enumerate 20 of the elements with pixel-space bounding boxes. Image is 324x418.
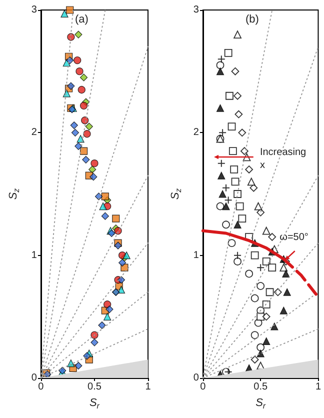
annotation: (a) [75, 14, 88, 26]
x-tick-label: 0 [38, 382, 44, 392]
y-tick-label: 3 [31, 4, 38, 16]
y-tick-label: 2 [31, 127, 38, 138]
y-tick-label: 2 [193, 127, 200, 138]
y-axis-title: Sz [8, 188, 21, 200]
x-tick-label: 0.5 [254, 382, 268, 392]
y-tick-label: 0 [193, 372, 200, 384]
x-tick-label: 0.5 [88, 382, 102, 392]
annotation: ω=50° [280, 232, 308, 243]
annotation: (b) [246, 14, 259, 26]
x-tick-label: 0 [200, 382, 206, 392]
annotation: Increasing x [260, 147, 309, 172]
x-tick-label: 1 [145, 382, 152, 392]
y-tick-label: 3 [193, 4, 200, 16]
x-tick-label: 1 [315, 382, 322, 392]
y-axis-title: Sz [170, 188, 183, 200]
y-tick-label: 1 [31, 250, 38, 261]
y-tick-label: 1 [193, 250, 200, 261]
y-tick-label: 0 [31, 372, 38, 384]
